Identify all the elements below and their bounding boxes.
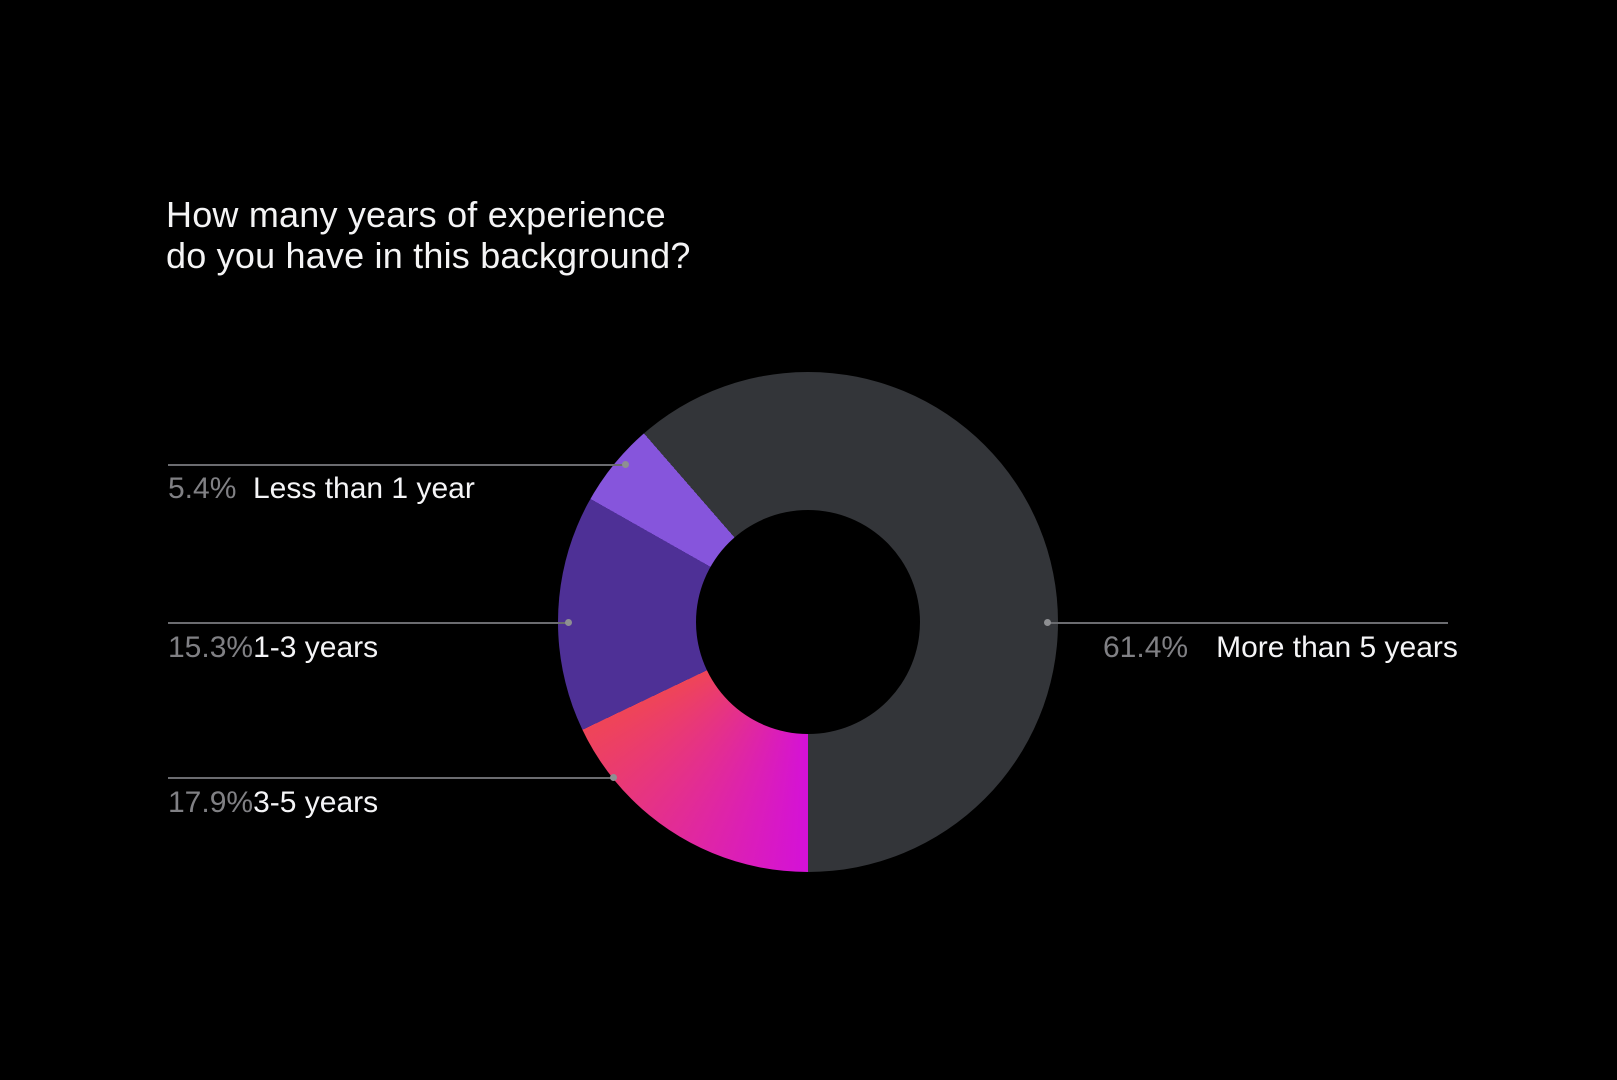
- callout-text: 15.3%1-3 years: [168, 631, 378, 665]
- percent-value: 5.4%: [168, 472, 237, 505]
- chart-title-line-2: do you have in this background?: [166, 235, 691, 276]
- callout-text: 61.4% More than 5 years: [1103, 631, 1458, 665]
- leader-dot-icon: [609, 774, 617, 782]
- category-label: More than 5 years: [1216, 631, 1458, 664]
- leader-line-more-than-5-years: [1043, 619, 1448, 627]
- percent-value: 17.9%: [168, 786, 254, 819]
- leader-dot-icon: [564, 619, 572, 627]
- callout-text: 5.4% Less than 1 year: [168, 472, 475, 506]
- category-label: 3-5 years: [253, 786, 379, 819]
- leader-line-3-5-years: [168, 774, 617, 782]
- category-label: 1-3 years: [253, 631, 379, 664]
- leader-line-less-than-1-year: [168, 461, 629, 469]
- leader-dot-icon: [621, 461, 629, 469]
- percent-value: 61.4%: [1103, 631, 1189, 664]
- leader-line-1-3-years: [168, 619, 572, 627]
- leader-dot-icon: [1043, 619, 1051, 627]
- chart-title-line-1: How many years of experience: [166, 194, 666, 235]
- chart-title: How many years of experience do you have…: [166, 194, 691, 276]
- donut-hole: [696, 510, 920, 734]
- donut-chart: [558, 372, 1058, 872]
- category-label: Less than 1 year: [253, 472, 475, 505]
- percent-value: 15.3%: [168, 631, 254, 664]
- callout-text: 17.9%3-5 years: [168, 786, 378, 820]
